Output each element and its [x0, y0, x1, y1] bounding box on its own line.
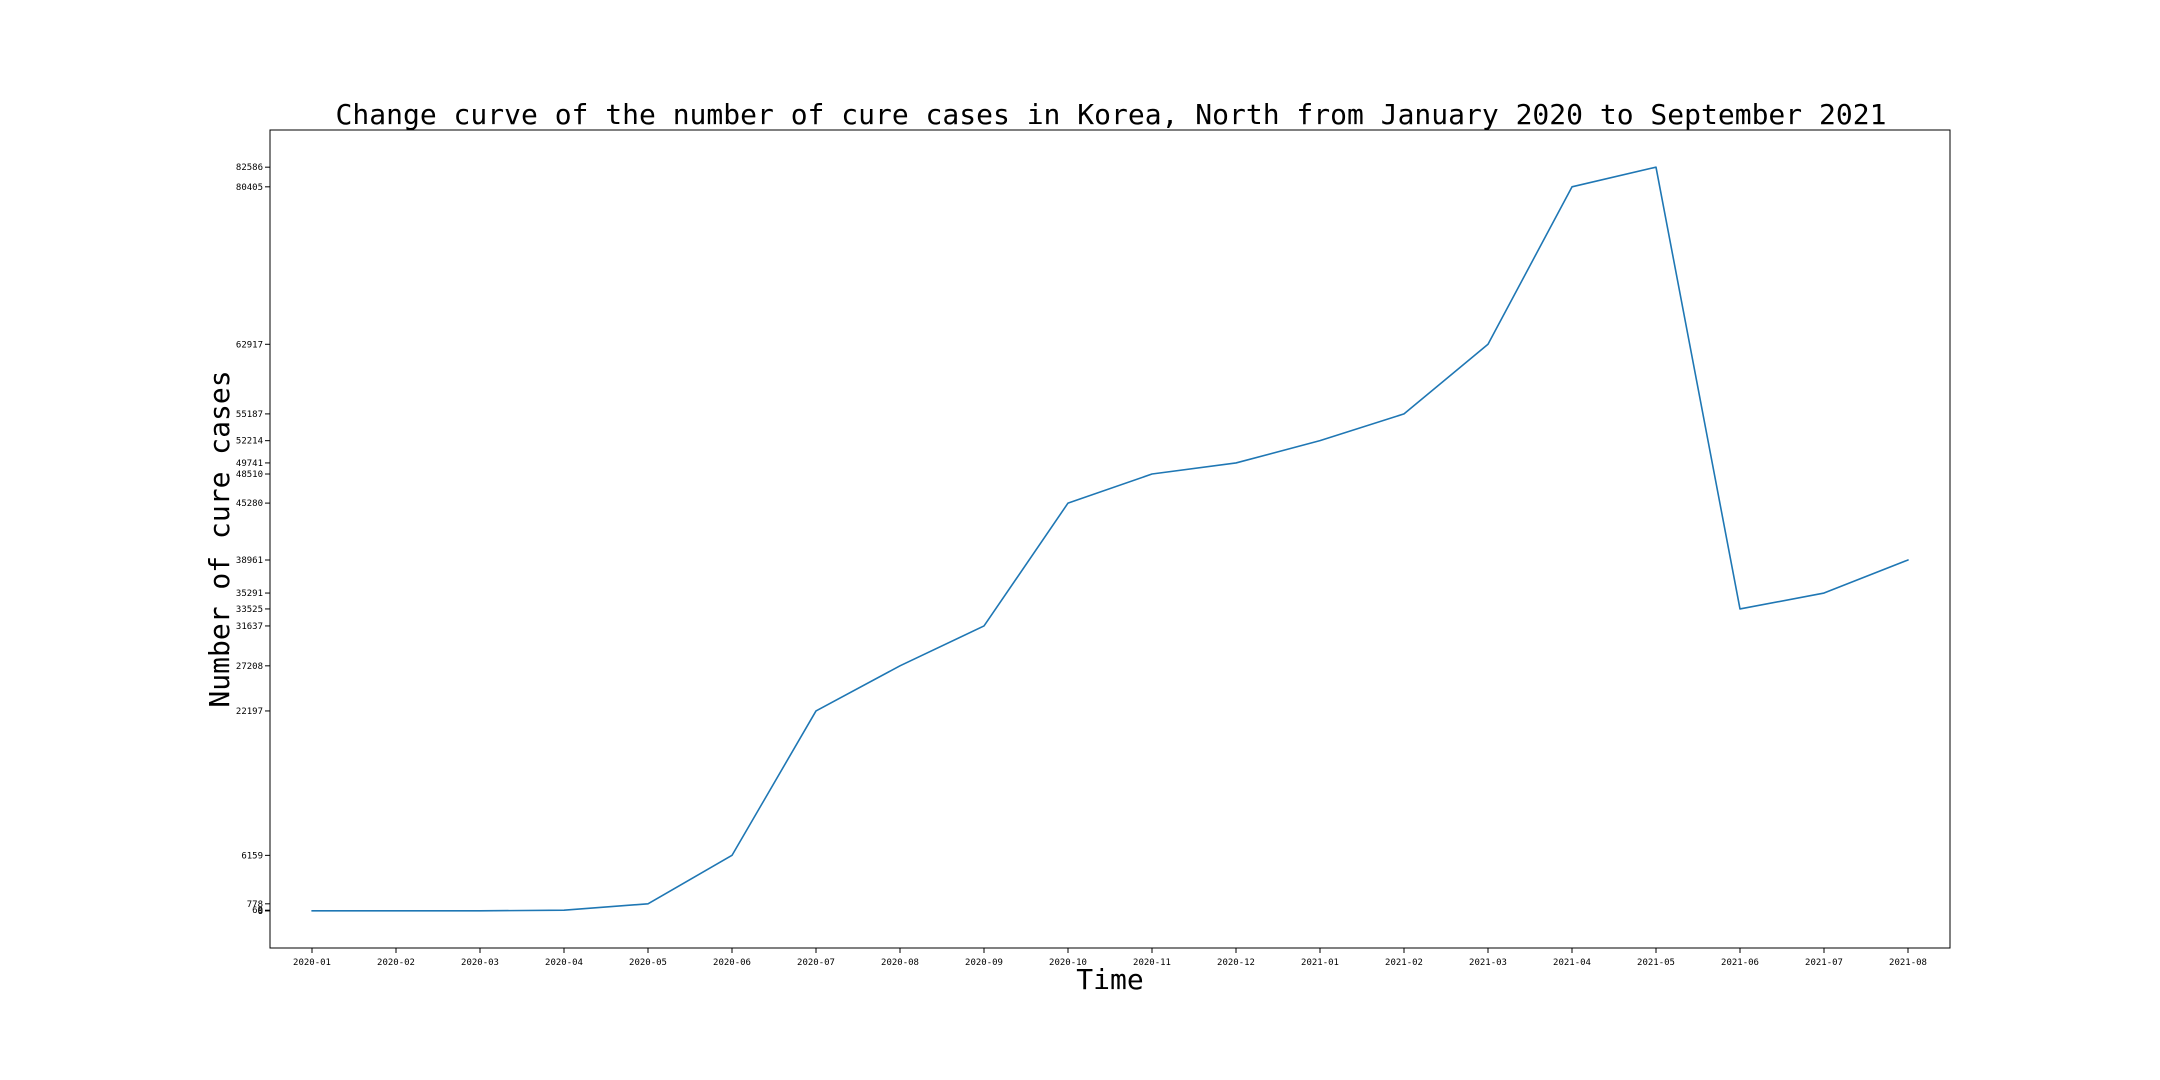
series-line [311, 166, 1909, 912]
x-tick-label: 2020-12 [1217, 958, 1255, 968]
x-tick-label: 2020-06 [713, 958, 751, 968]
x-tick-label: 2020-07 [797, 958, 835, 968]
x-tick-label: 2021-01 [1301, 958, 1339, 968]
x-tick-label: 2021-08 [1889, 958, 1927, 968]
y-tick-label: 82586 [236, 163, 263, 173]
y-tick-label: 6 [258, 907, 263, 917]
x-tick-label: 2020-11 [1133, 958, 1171, 968]
x-tick-label: 2020-05 [629, 958, 667, 968]
plot-frame [269, 129, 1951, 949]
y-tick-label: 55187 [236, 410, 263, 420]
series-layer [311, 166, 1909, 912]
y-tick-label: 6159 [241, 851, 263, 861]
x-tick-label: 2020-09 [965, 958, 1003, 968]
x-tick-label: 2020-08 [881, 958, 919, 968]
y-tick-label: 22197 [236, 707, 263, 717]
x-tick-label: 2021-07 [1805, 958, 1843, 968]
y-tick-label: 0 [258, 907, 263, 917]
y-tick-label: 69 [252, 906, 263, 916]
x-tick-label: 2021-05 [1637, 958, 1675, 968]
x-tick-label: 2020-02 [377, 958, 415, 968]
y-axis-label: Number of cure cases [203, 370, 236, 707]
x-tick-label: 2021-04 [1553, 958, 1591, 968]
y-tick-label: 778 [247, 900, 263, 910]
y-tick-label: 38961 [236, 556, 263, 566]
y-tick-label: 52214 [236, 437, 263, 447]
y-tick-label: 27208 [236, 662, 263, 672]
plot-area: 2020-01 2020-02 2020-03 2020-04 2020-05 2020-… [236, 129, 1951, 968]
y-tick-label: 48510 [236, 470, 263, 480]
y-tick-label: 62917 [236, 340, 263, 350]
x-tick-label: 2020-10 [1049, 958, 1087, 968]
y-tick-label: 31637 [236, 622, 263, 632]
y-tick-label: 49741 [236, 459, 263, 469]
x-tick-label: 2020-03 [461, 958, 499, 968]
x-tick-label: 2021-03 [1469, 958, 1507, 968]
x-axis: 2020-01 2020-02 2020-03 2020-04 2020-05 2020-… [293, 948, 1927, 968]
chart-title: Change curve of the number of cure cases… [336, 98, 1887, 131]
y-tick-label: 35291 [236, 589, 263, 599]
y-tick-label: 45280 [236, 499, 263, 509]
x-tick-label: 2020-01 [293, 958, 331, 968]
x-tick-label: 2021-02 [1385, 958, 1423, 968]
y-tick-label: 33525 [236, 605, 263, 615]
x-tick-label: 2020-04 [545, 958, 583, 968]
x-axis-label: Time [1076, 963, 1143, 996]
x-tick-label: 2021-06 [1721, 958, 1759, 968]
y-tick-label: 80405 [236, 183, 263, 193]
